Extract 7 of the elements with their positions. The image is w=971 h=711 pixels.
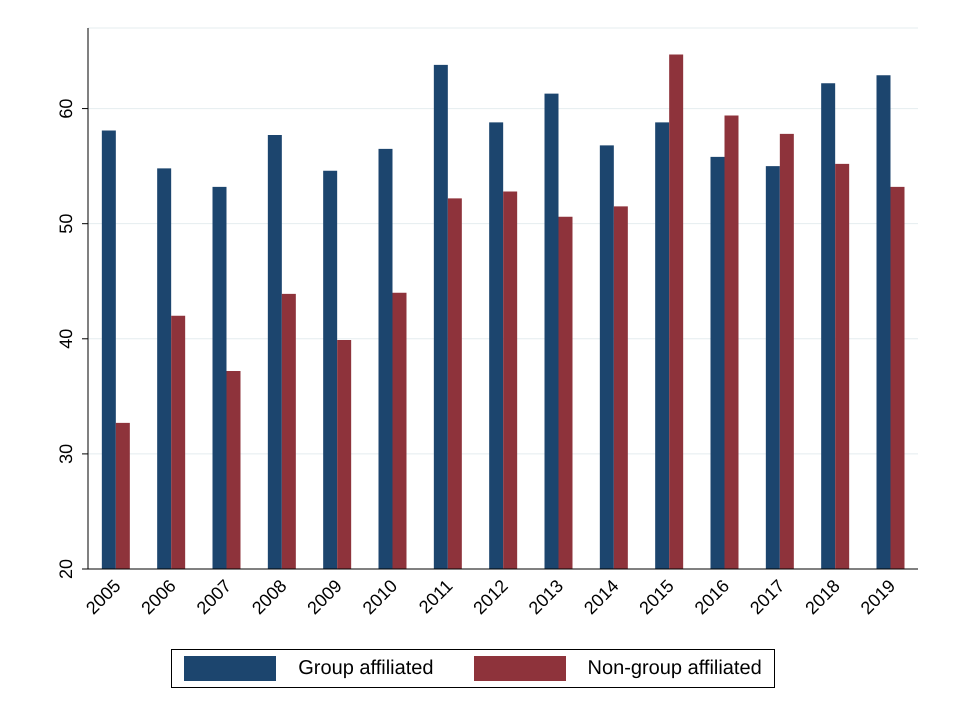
y-tick-label: 50	[56, 214, 76, 234]
y-tick-label: 60	[56, 98, 76, 119]
legend-label: Non-group affiliated	[588, 657, 762, 680]
y-tick-label: 20	[56, 558, 76, 580]
legend-label: Group affiliated	[298, 657, 434, 680]
y-tick-label: 40	[56, 328, 76, 349]
y-tick-label: 30	[56, 444, 76, 464]
